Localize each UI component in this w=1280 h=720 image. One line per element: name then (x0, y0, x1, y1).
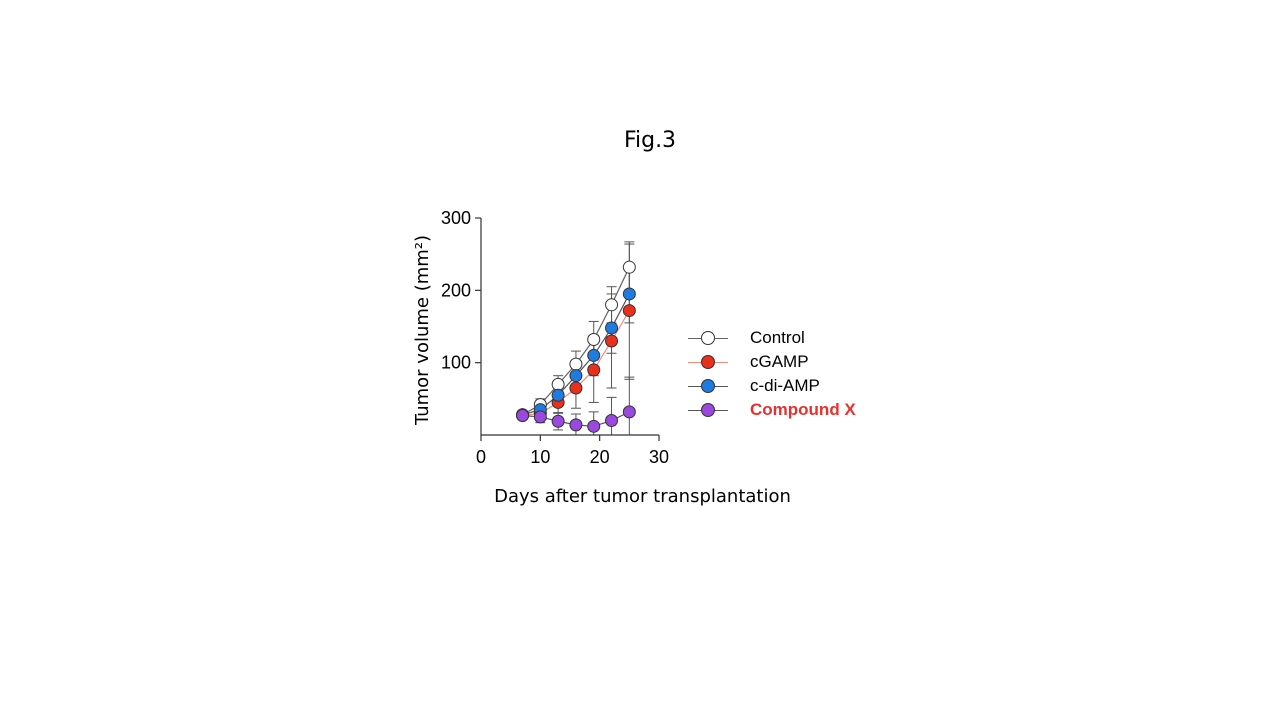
legend-label: c-di-AMP (750, 376, 820, 395)
figure-title: Fig.3 (623, 128, 677, 153)
legend-label: cGAMP (750, 352, 809, 371)
data-point-control (569, 357, 583, 371)
data-point-control (605, 298, 619, 312)
tick-labels: 100 200 300 0 10 20 30 (441, 208, 669, 467)
legend-item: c-di-AMP (688, 374, 856, 398)
x-tick-label: 30 (649, 447, 669, 467)
legend-item: cGAMP (688, 350, 856, 374)
data-point-control (551, 377, 565, 391)
legend-label: Compound X (750, 400, 856, 419)
data-point-control (622, 260, 636, 274)
axes (475, 217, 660, 441)
data-points (516, 260, 636, 433)
x-tick-label: 20 (590, 447, 610, 467)
legend-swatch (688, 326, 728, 350)
y-tick-label: 300 (441, 208, 471, 228)
data-point-control (587, 333, 601, 347)
data-point-compound-x (622, 405, 636, 419)
tumor-volume-chart: 100 200 300 0 10 20 30 Tumor volume (mm²) (412, 208, 669, 467)
data-point-compound-x (587, 419, 601, 433)
data-point-cgamp (622, 304, 636, 318)
data-point-compound-x (551, 414, 565, 428)
data-point-c-di-amp (587, 348, 601, 362)
x-axis-label: Days after tumor transplantation (494, 486, 791, 507)
data-point-cgamp (605, 334, 619, 348)
data-point-c-di-amp (605, 321, 619, 335)
legend-label: Control (750, 328, 805, 347)
legend-item: Control (688, 326, 856, 350)
data-point-c-di-amp (551, 388, 565, 402)
data-point-cgamp (587, 363, 601, 377)
data-point-c-di-amp (569, 369, 583, 383)
x-tick-label: 0 (476, 447, 486, 467)
data-point-compound-x (605, 414, 619, 428)
data-point-compound-x (516, 408, 530, 422)
y-tick-label: 100 (441, 353, 471, 373)
data-point-compound-x (533, 410, 547, 424)
legend-item: Compound X (688, 398, 856, 422)
data-point-c-di-amp (622, 287, 636, 301)
y-axis-label: Tumor volume (mm²) (412, 235, 433, 426)
legend-swatch (688, 374, 728, 398)
x-tick-label: 10 (530, 447, 550, 467)
data-point-cgamp (569, 381, 583, 395)
legend: Control cGAMP c-di-AMP Compound X (688, 326, 856, 422)
y-tick-label: 200 (441, 280, 471, 300)
legend-swatch (688, 398, 728, 422)
data-point-compound-x (569, 418, 583, 432)
legend-swatch (688, 350, 728, 374)
